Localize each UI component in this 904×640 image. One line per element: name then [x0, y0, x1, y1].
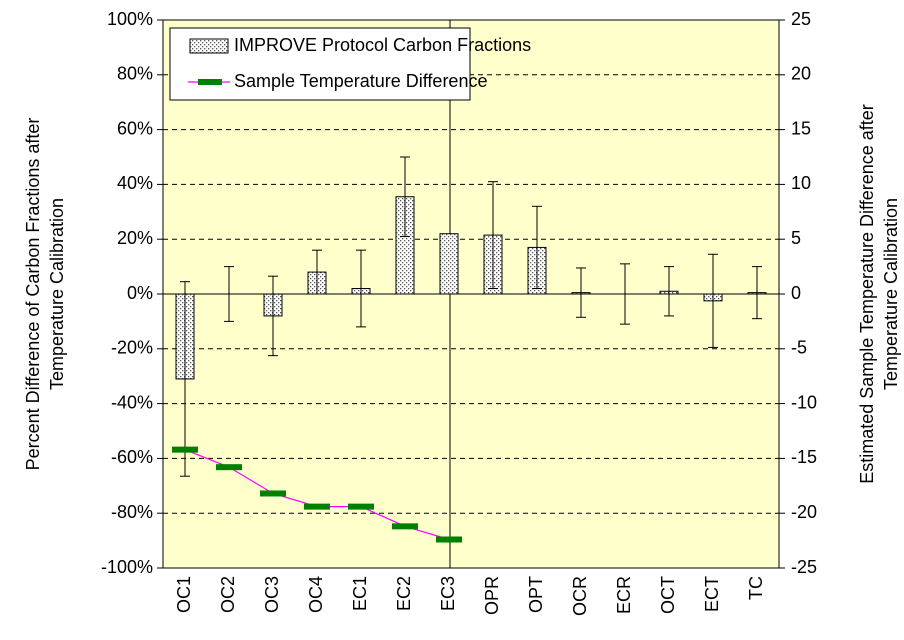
x-tick-label: OC2 [218, 576, 238, 613]
error-bar [708, 253, 718, 348]
legend-label: IMPROVE Protocol Carbon Fractions [234, 35, 531, 55]
x-tick-label: EC1 [350, 576, 370, 611]
error-bar [532, 205, 542, 290]
x-tick-label: OCT [658, 576, 678, 614]
x-tick-label: EC3 [438, 576, 458, 611]
marker [348, 503, 374, 510]
x-tick-label: ECR [614, 576, 634, 614]
error-bar [576, 267, 586, 318]
x-tick-label: TC [746, 576, 766, 600]
legend-label: Sample Temperature Difference [234, 71, 487, 91]
y-tick-label: 40% [117, 173, 153, 193]
error-bar [488, 181, 498, 290]
error-bar [400, 156, 410, 237]
y2-tick-label: 20 [791, 64, 811, 84]
y2-tick-label: 25 [791, 9, 811, 29]
y-tick-label: 100% [107, 9, 153, 29]
y-axis-title: Temperature Calibration [47, 198, 67, 390]
y-tick-label: -60% [111, 447, 153, 467]
y-tick-label: -20% [111, 338, 153, 358]
y2-tick-label: 15 [791, 118, 811, 138]
marker [304, 503, 330, 510]
y-axis-title: Percent Difference of Carbon Fractions a… [23, 118, 43, 471]
x-tick-label: ECT [702, 576, 722, 612]
y-tick-label: 80% [117, 64, 153, 84]
y-tick-label: -100% [101, 557, 153, 577]
y2-tick-label: -10 [791, 392, 817, 412]
x-tick-label: OCR [570, 576, 590, 616]
error-bar [356, 249, 366, 328]
y-tick-label: 20% [117, 228, 153, 248]
bar [439, 233, 459, 295]
y2-tick-label: 10 [791, 173, 811, 193]
y-tick-label: -40% [111, 392, 153, 412]
marker [436, 536, 462, 543]
y2-tick-label: -5 [791, 338, 807, 358]
x-tick-label: OC1 [174, 576, 194, 613]
x-tick-label: OPT [526, 576, 546, 613]
marker [260, 490, 286, 497]
error-bar [180, 281, 190, 477]
x-tick-label: EC2 [394, 576, 414, 611]
error-bar [752, 266, 762, 320]
y2-axis-title: Estimated Sample Temperature Difference … [857, 104, 877, 484]
x-tick-label: OC4 [306, 576, 326, 613]
x-tick-label: OPR [482, 576, 502, 615]
y2-tick-label: -20 [791, 502, 817, 522]
y2-axis-title: Temperature Calibration [881, 198, 901, 390]
error-bar [268, 275, 278, 357]
y2-tick-label: -25 [791, 557, 817, 577]
y2-tick-label: -15 [791, 447, 817, 467]
y-tick-label: 0% [127, 283, 153, 303]
marker [392, 523, 418, 530]
y2-tick-label: 0 [791, 283, 801, 303]
marker [216, 464, 242, 471]
x-tick-label: OC3 [262, 576, 282, 613]
y2-tick-label: 5 [791, 228, 801, 248]
y-tick-label: -80% [111, 502, 153, 522]
legend: IMPROVE Protocol Carbon Fractions Sample … [169, 27, 531, 101]
error-bar [664, 266, 674, 317]
y-tick-label: 60% [117, 118, 153, 138]
legend-marker [198, 79, 222, 85]
legend-swatch [189, 38, 229, 54]
marker [172, 446, 198, 453]
